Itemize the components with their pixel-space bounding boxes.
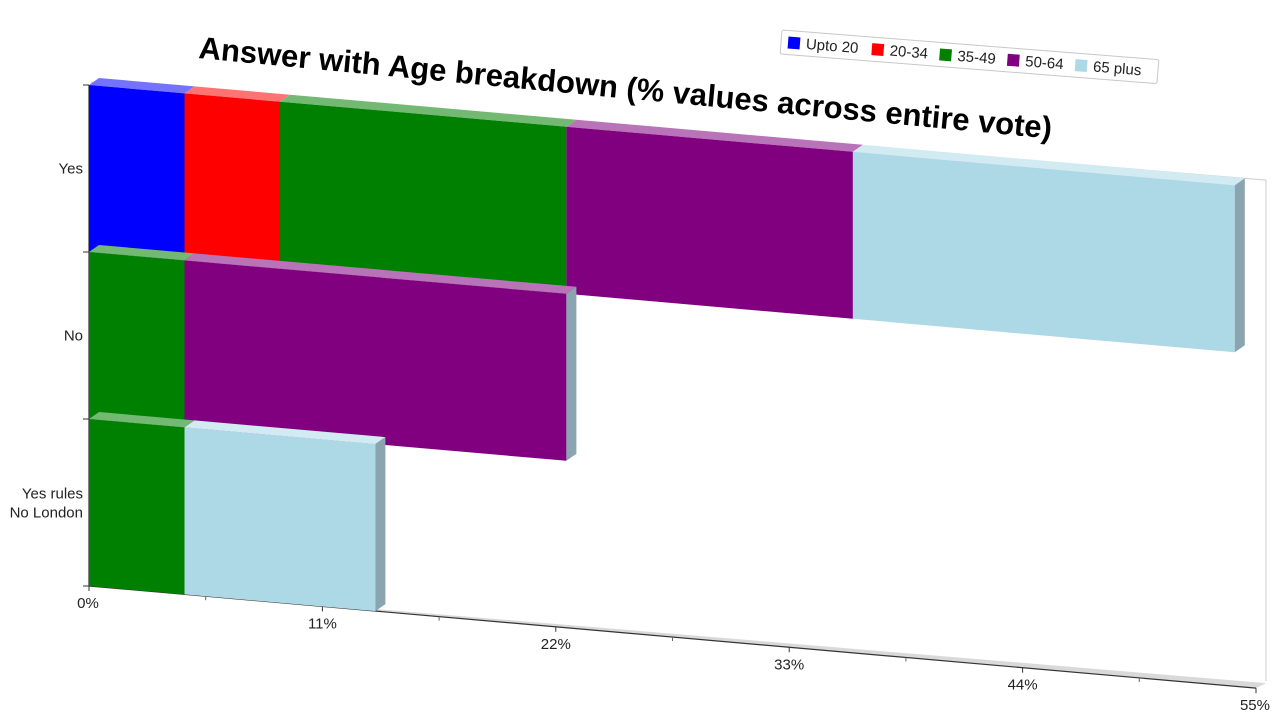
bar-top-face xyxy=(566,119,863,152)
bar-side-face xyxy=(566,286,577,461)
bar-yes-50-64 xyxy=(566,119,863,319)
bar-front-face xyxy=(89,252,185,428)
bar-front-face xyxy=(89,85,185,261)
x-tick-label-0: 0% xyxy=(77,595,99,612)
bar-no-50-64 xyxy=(184,253,577,461)
legend-swatch xyxy=(939,48,953,62)
bar-yes-35-49 xyxy=(280,94,577,294)
bar-top-face xyxy=(184,420,386,445)
bar-top-face xyxy=(184,86,290,102)
bar-top-face xyxy=(852,144,1245,186)
legend-item-20-34: 20-34 xyxy=(871,43,929,63)
bar-front-face xyxy=(184,93,280,269)
legend: Upto 20 20-34 35-49 50-64 65 plus xyxy=(779,29,1160,84)
bar-yes-rules-no-london-35-49 xyxy=(89,412,195,595)
bar-yes-20-34 xyxy=(184,86,290,269)
bar-front-face xyxy=(566,126,853,319)
legend-item-35-49: 35-49 xyxy=(939,48,997,68)
bar-side-face xyxy=(1234,178,1245,353)
bar-top-face xyxy=(89,78,195,94)
legend-item-50-64: 50-64 xyxy=(1006,53,1065,73)
bar-yes-upto-20 xyxy=(89,78,195,261)
legend-label: 20-34 xyxy=(889,43,929,63)
legend-swatch xyxy=(787,36,801,50)
bar-no-35-49 xyxy=(89,245,195,428)
bar-top-face xyxy=(280,94,577,127)
x-tick-label-55: 55% xyxy=(1240,697,1270,714)
legend-item-upto-20: Upto 20 xyxy=(787,36,859,57)
legend-label: Upto 20 xyxy=(805,36,859,57)
bar-front-face xyxy=(89,419,185,595)
bar-top-face xyxy=(89,245,195,261)
plot-area: Yes No Yes rules No London 0% 11% 22% 33% 44% 55% xyxy=(10,78,1270,714)
legend-swatch xyxy=(1074,59,1088,73)
legend-item-65-plus: 65 plus xyxy=(1074,59,1142,80)
bar-front-face xyxy=(280,101,567,294)
category-label-yes-rules-no-london: Yes rules No London xyxy=(10,486,83,522)
legend-swatch xyxy=(871,43,885,57)
x-tick-label-33: 33% xyxy=(774,656,804,673)
category-label-yes: Yes xyxy=(59,161,83,178)
bar-top-face xyxy=(184,253,577,294)
bar-yes-65-plus xyxy=(852,144,1245,353)
category-label-no: No xyxy=(64,328,83,345)
x-tick-label-22: 22% xyxy=(541,636,571,653)
legend-label: 65 plus xyxy=(1092,59,1142,80)
x-tick-label-11: 11% xyxy=(308,615,337,632)
bar-top-face xyxy=(89,412,195,428)
legend-label: 35-49 xyxy=(957,48,997,68)
x-tick-label-44: 44% xyxy=(1008,677,1038,694)
bar-side-face xyxy=(375,437,386,612)
bar-yes-rules-no-london-65-plus xyxy=(184,420,386,612)
bar-front-face xyxy=(184,427,376,612)
legend-label: 50-64 xyxy=(1025,53,1065,73)
legend-swatch xyxy=(1006,53,1020,67)
bar-front-face xyxy=(184,260,567,461)
bar-front-face xyxy=(852,151,1235,353)
